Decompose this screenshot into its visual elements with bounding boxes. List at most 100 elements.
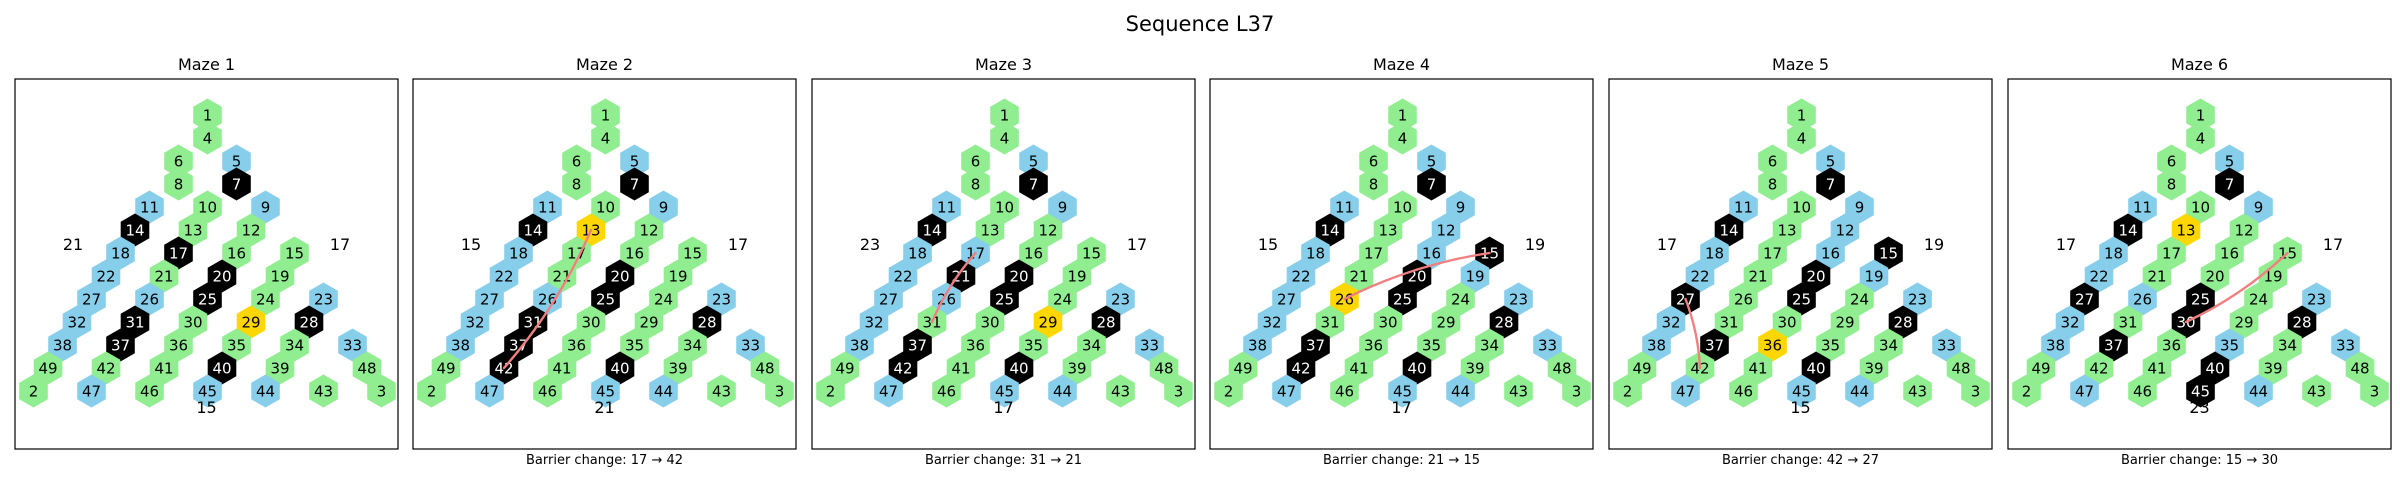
hex-cell-label: 48 xyxy=(1951,360,1970,378)
hex-cell-label: 35 xyxy=(1024,337,1043,355)
hex-cell-label: 47 xyxy=(82,383,101,401)
hex-cell-label: 39 xyxy=(1067,360,1086,378)
hex-cell-label: 19 xyxy=(668,268,687,286)
hex-cell-label: 10 xyxy=(198,199,217,217)
hex-cell-label: 16 xyxy=(227,245,246,263)
hex-cell-label: 4 xyxy=(1000,130,1010,148)
maze-panel: Maze 512 34567891011121314151617181920212… xyxy=(1609,55,1992,468)
hex-cell-label: 42 xyxy=(1291,360,1310,378)
hex-cell-label: 8 xyxy=(1369,176,1379,194)
hex-cell-label: 26 xyxy=(1734,291,1753,309)
hex-cell-label: 38 xyxy=(850,337,869,355)
hex-cell-label: 10 xyxy=(1792,199,1811,217)
hex-cell-label: 39 xyxy=(2263,360,2282,378)
hex-cell-label: 48 xyxy=(755,360,774,378)
hex-cell-label: 24 xyxy=(654,291,673,309)
hex-cell-label: 9 xyxy=(1855,199,1865,217)
maze-title: Maze 1 xyxy=(178,55,235,74)
hex-cell-label: 32 xyxy=(1262,314,1281,332)
hex-cell-label: 33 xyxy=(343,337,362,355)
maze-panel: Maze 312 34567891011121314151617181920212… xyxy=(812,55,1195,468)
left-side-label: 15 xyxy=(1258,235,1278,254)
hex-cell-label: 16 xyxy=(1024,245,1043,263)
hex-cell-label: 24 xyxy=(2249,291,2268,309)
hex-cell-label: 27 xyxy=(1277,291,1296,309)
hex-cell-label: 8 xyxy=(174,176,184,194)
left-side-label: 17 xyxy=(2056,235,2076,254)
hex-cell-label: 12 xyxy=(2234,222,2253,240)
hex-cell-label: 27 xyxy=(480,291,499,309)
barrier-change-caption: Barrier change: 42 → 27 xyxy=(1722,453,1879,468)
hex-cell-label: 44 xyxy=(256,383,275,401)
bottom-side-label: 17 xyxy=(993,398,1013,417)
hex-cell-label: 14 xyxy=(523,222,542,240)
hex-cell-label: 34 xyxy=(2278,337,2297,355)
hex-cell-label: 13 xyxy=(980,222,999,240)
left-side-label: 15 xyxy=(461,235,481,254)
hex-cell-label: 49 xyxy=(1632,360,1651,378)
hex-cell-label: 21 xyxy=(2147,268,2166,286)
hex-cell-label: 20 xyxy=(1806,268,1825,286)
hex-cell-label: 18 xyxy=(2104,245,2123,263)
hex-cell-label: 29 xyxy=(1436,314,1455,332)
hex-cell-label: 42 xyxy=(2089,360,2108,378)
hex-cell-label: 41 xyxy=(1349,360,1368,378)
hex-cell-label: 19 xyxy=(1465,268,1484,286)
hex-cell-label: 47 xyxy=(879,383,898,401)
hex-cell-label: 40 xyxy=(1407,360,1426,378)
hex-cell-label: 24 xyxy=(1053,291,1072,309)
hex-cell-label: 8 xyxy=(971,176,981,194)
hex-cell-label: 31 xyxy=(1320,314,1339,332)
hex-cell-label: 20 xyxy=(1009,268,1028,286)
bottom-side-label: 15 xyxy=(196,398,216,417)
hex-cell-label: 22 xyxy=(494,268,513,286)
hex-cell-label: 25 xyxy=(1792,291,1811,309)
hex-cell-label: 14 xyxy=(1719,222,1738,240)
hex-cell-label: 33 xyxy=(2336,337,2355,355)
right-side-label: 19 xyxy=(1924,235,1944,254)
hex-cell-label: 30 xyxy=(581,314,600,332)
hex-cell-label: 4 xyxy=(203,130,213,148)
hex-cell-label: 9 xyxy=(1456,199,1466,217)
hex-cell-label: 17 xyxy=(169,245,188,263)
hex-cell-label: 18 xyxy=(1306,245,1325,263)
hex-cell-label: 40 xyxy=(1009,360,1028,378)
hex-cell-label: 30 xyxy=(1378,314,1397,332)
hex-cell-label: 49 xyxy=(1233,360,1252,378)
hex-cell-label: 2 xyxy=(2022,383,2032,401)
hex-cell-label: 33 xyxy=(1937,337,1956,355)
hex-cell-label: 3 xyxy=(775,383,785,401)
hex-cell-label: 46 xyxy=(937,383,956,401)
hex-cell-label: 26 xyxy=(2133,291,2152,309)
hex-cell-label: 36 xyxy=(1364,337,1383,355)
maze-panel: Maze 212 34567891011121314151617181920212… xyxy=(413,55,796,468)
hex-cell-label: 11 xyxy=(1734,199,1753,217)
hex-cell-label: 2 xyxy=(427,383,437,401)
hex-cell-label: 18 xyxy=(908,245,927,263)
hex-cell-label: 31 xyxy=(1719,314,1738,332)
hex-cell-label: 39 xyxy=(270,360,289,378)
maze-title: Maze 6 xyxy=(2171,55,2228,74)
hex-cell-label: 31 xyxy=(125,314,144,332)
hex-cell-label: 20 xyxy=(212,268,231,286)
hex-cell-label: 17 xyxy=(1364,245,1383,263)
hex-cell-label: 37 xyxy=(2104,337,2123,355)
maze-title: Maze 2 xyxy=(576,55,633,74)
hex-cell-label: 49 xyxy=(2031,360,2050,378)
hex-cell-label: 15 xyxy=(285,245,304,263)
maze-title: Maze 5 xyxy=(1772,55,1829,74)
barrier-change-caption: Barrier change: 21 → 15 xyxy=(1323,453,1480,468)
hex-cell-label: 38 xyxy=(53,337,72,355)
hex-cell-label: 49 xyxy=(835,360,854,378)
hex-cell-label: 29 xyxy=(241,314,260,332)
hex-cell-label: 27 xyxy=(2075,291,2094,309)
hex-cell-label: 22 xyxy=(893,268,912,286)
hex-cell-label: 13 xyxy=(1777,222,1796,240)
hex-cell-label: 35 xyxy=(1422,337,1441,355)
hex-cell-label: 44 xyxy=(1850,383,1869,401)
left-side-label: 21 xyxy=(63,235,83,254)
maze-title: Maze 3 xyxy=(975,55,1032,74)
hex-cell-label: 12 xyxy=(1038,222,1057,240)
hex-cell-label: 16 xyxy=(2220,245,2239,263)
hex-cell-label: 33 xyxy=(1140,337,1159,355)
